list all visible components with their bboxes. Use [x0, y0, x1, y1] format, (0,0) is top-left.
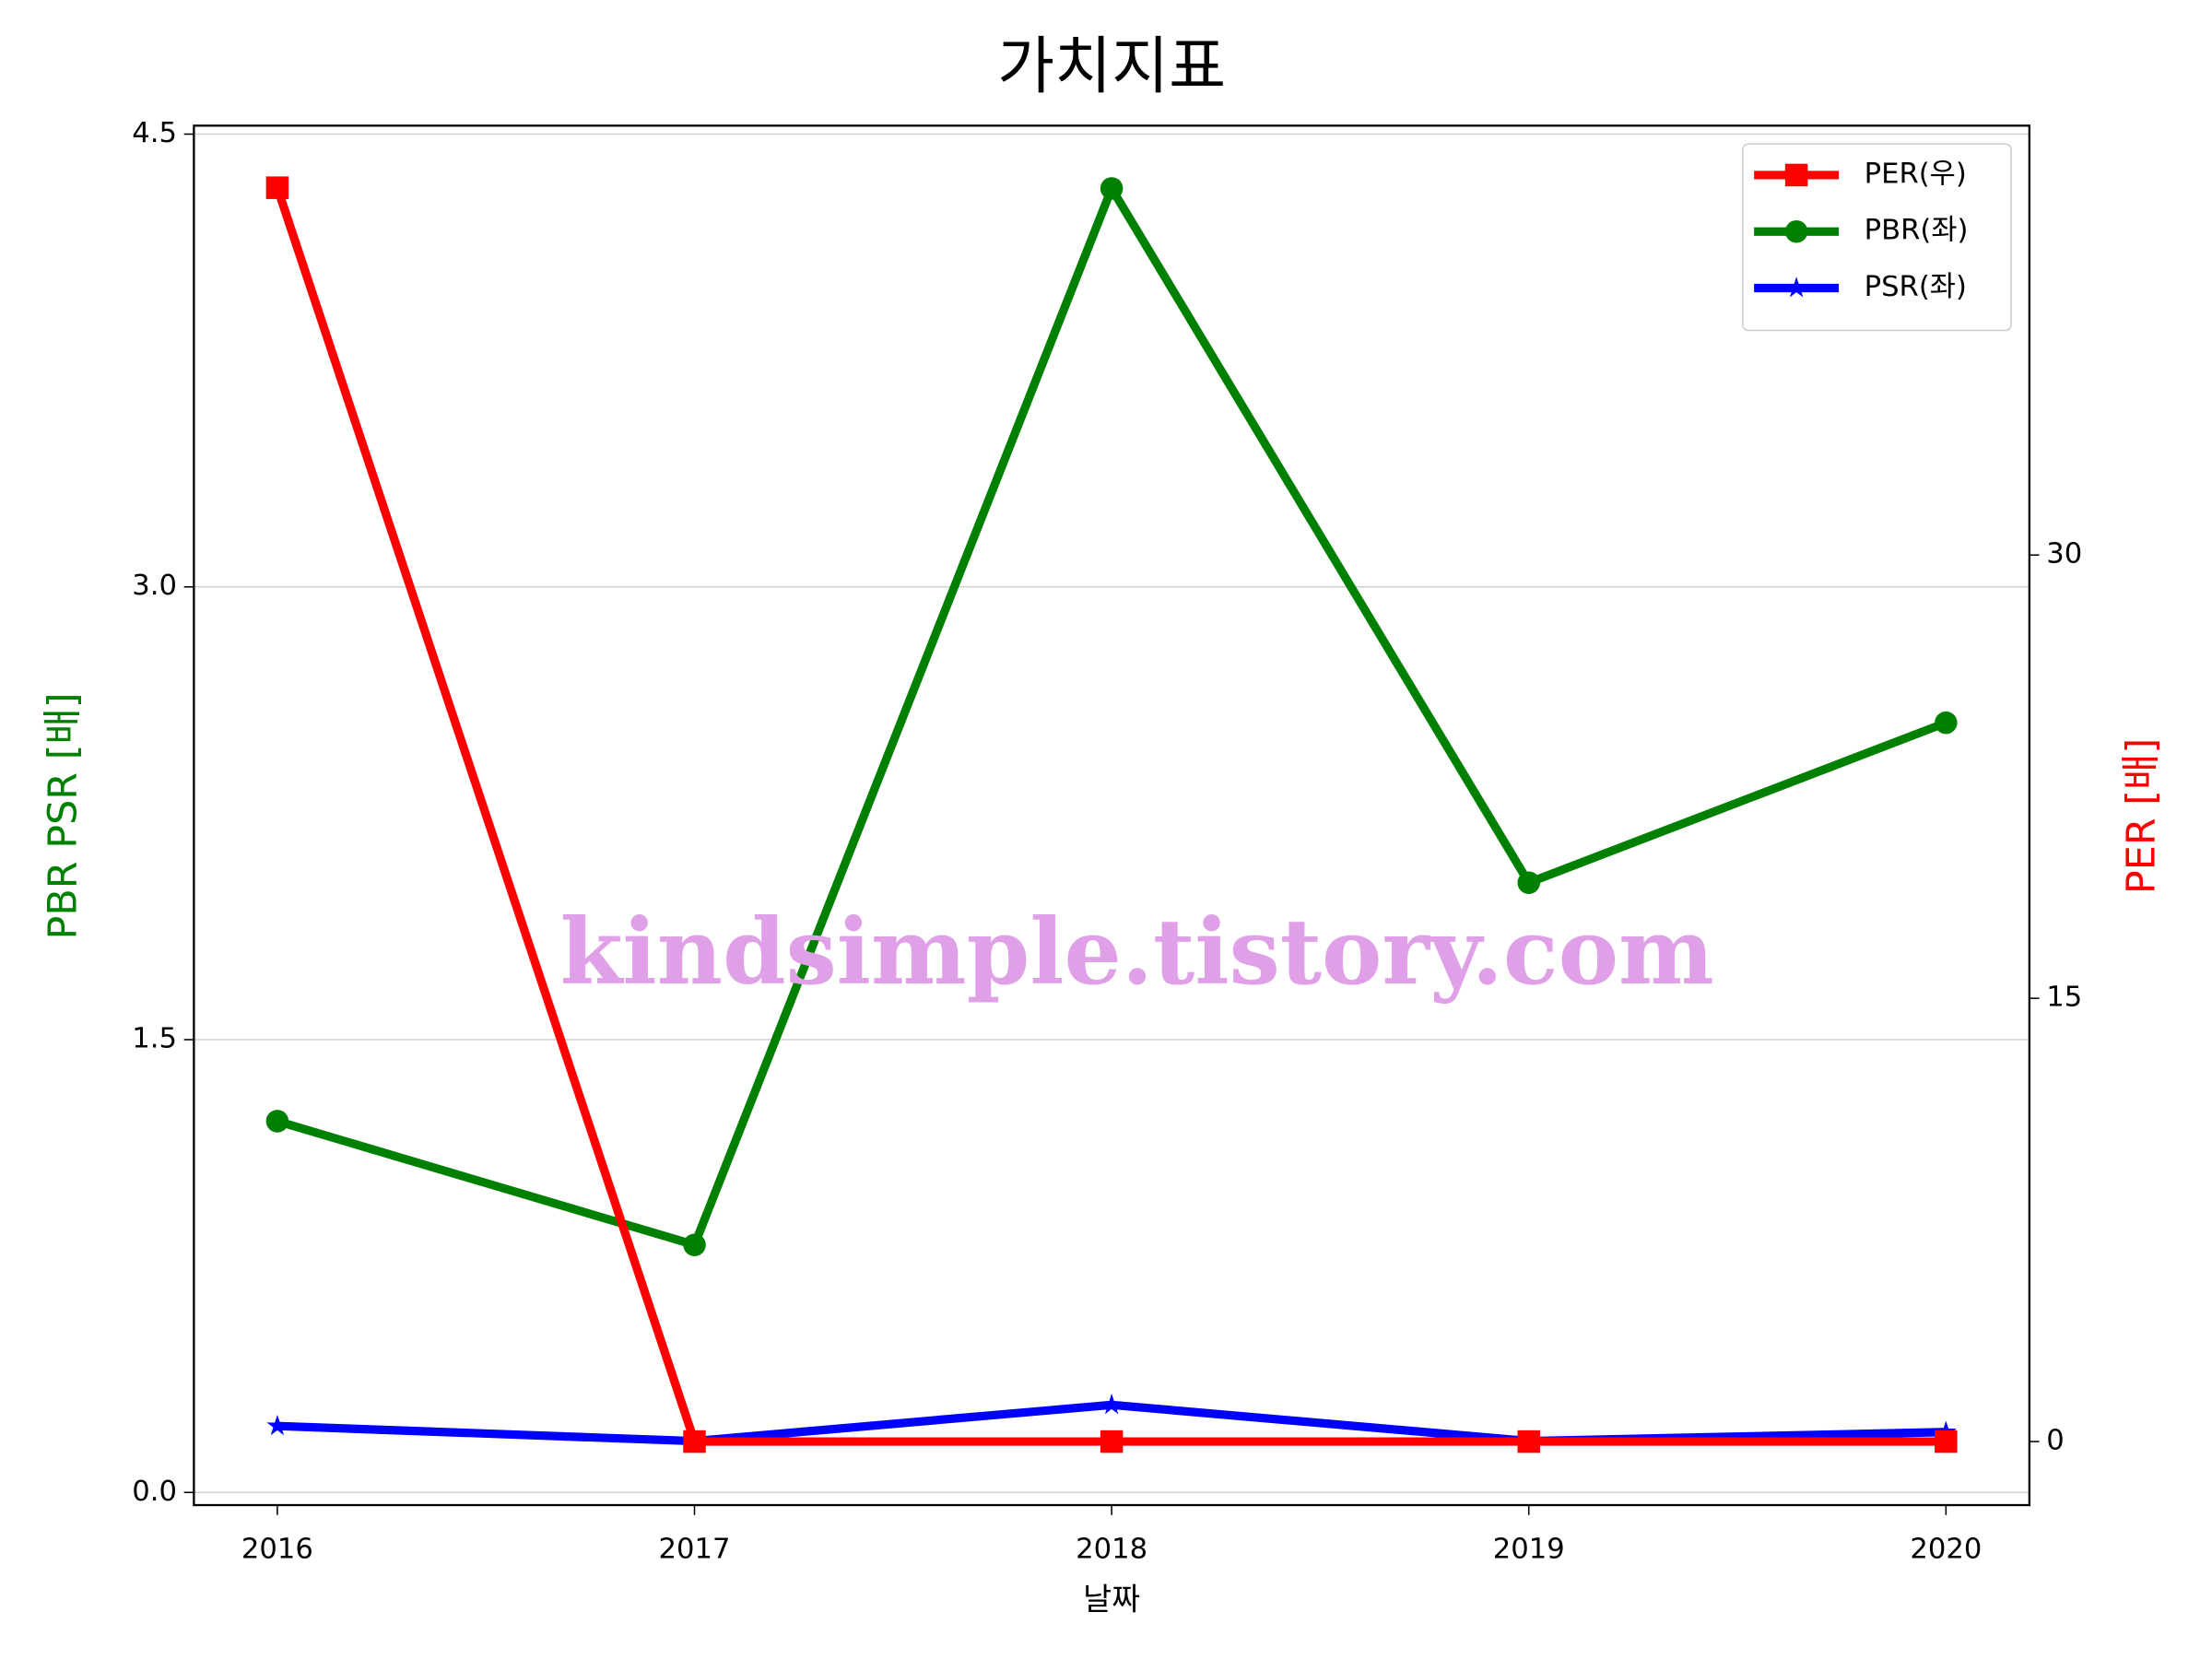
- y-tick-label: 4.5: [132, 117, 177, 149]
- y2-axis-label: PER [배]: [2118, 738, 2164, 894]
- marker: [1935, 711, 1958, 735]
- marker: [1100, 1394, 1123, 1415]
- marker: [1517, 1430, 1540, 1453]
- chart-title: 가치지표: [997, 29, 1226, 102]
- y-tick-label: 1.5: [132, 1023, 177, 1055]
- marker: [1100, 1430, 1124, 1453]
- x-tick-label: 2016: [241, 1534, 313, 1566]
- y-tick-label: 3.0: [132, 570, 177, 602]
- plot-frame: [193, 124, 2031, 1507]
- marker: [683, 1430, 706, 1453]
- watermark: kindsimple.tistory.com: [560, 900, 1714, 1006]
- x-axis-label: 날짜: [1083, 1582, 1140, 1618]
- marker: [1100, 177, 1124, 200]
- legend-marker: [1785, 276, 1807, 298]
- marker: [683, 1233, 706, 1256]
- y2-tick-label: 15: [2046, 982, 2082, 1014]
- legend-label: PSR(좌): [1865, 271, 1967, 303]
- marker: [265, 176, 289, 199]
- x-tick-label: 2018: [1076, 1534, 1147, 1566]
- marker: [1517, 871, 1540, 894]
- x-tick-label: 2017: [659, 1534, 731, 1566]
- series: [265, 176, 1958, 1453]
- marker: [1935, 1430, 1958, 1453]
- x-tick-label: 2019: [1493, 1534, 1565, 1566]
- legend-label: PBR(좌): [1865, 215, 1969, 247]
- series: [265, 177, 1958, 1256]
- legend-label: PER(우): [1865, 158, 1967, 190]
- y-axis-label: PBR PSR [배]: [40, 692, 86, 939]
- x-tick-label: 2020: [1910, 1534, 1982, 1566]
- y-tick-label: 0.0: [132, 1476, 177, 1508]
- marker: [265, 1110, 289, 1133]
- legend-marker: [1784, 163, 1808, 187]
- y2-tick-label: 30: [2046, 538, 2082, 571]
- legend: PER(우) PBR(좌) PSR(좌): [1742, 143, 2012, 332]
- marker: [266, 1414, 288, 1436]
- legend-marker: [1784, 219, 1808, 243]
- y2-tick-label: 0: [2046, 1425, 2065, 1457]
